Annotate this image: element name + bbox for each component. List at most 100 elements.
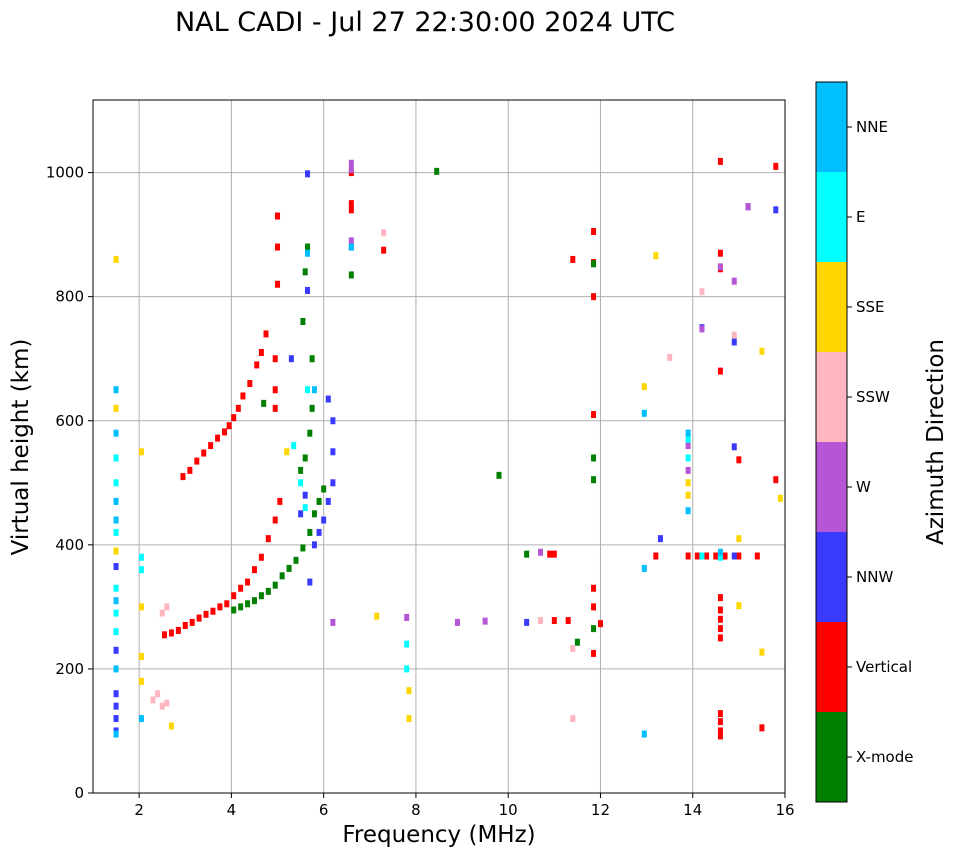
data-point xyxy=(113,255,119,263)
data-point xyxy=(138,677,144,685)
colorbar-tick-label: E xyxy=(856,208,865,226)
data-point xyxy=(685,454,691,462)
y-tick-label: 200 xyxy=(55,660,84,678)
data-point xyxy=(138,566,144,574)
data-point xyxy=(591,476,597,484)
data-point xyxy=(113,690,119,698)
data-point xyxy=(348,243,354,251)
colorbar-tick-label: W xyxy=(856,478,871,496)
data-point xyxy=(325,497,331,505)
data-point xyxy=(591,603,597,611)
data-point xyxy=(745,203,751,211)
data-point xyxy=(717,367,723,375)
data-point xyxy=(717,718,723,726)
data-point xyxy=(113,528,119,536)
data-point xyxy=(311,541,317,549)
data-point xyxy=(261,399,267,407)
data-point xyxy=(717,553,723,561)
colorbar-segment xyxy=(816,82,847,172)
x-tick-label: 6 xyxy=(319,801,329,819)
data-point xyxy=(194,457,200,465)
data-point xyxy=(713,552,719,560)
data-point xyxy=(159,702,165,710)
data-point xyxy=(759,347,765,355)
data-point xyxy=(182,621,188,629)
data-point xyxy=(330,448,336,456)
data-point xyxy=(551,550,557,558)
data-point xyxy=(454,618,460,626)
data-point xyxy=(694,552,700,560)
data-point xyxy=(155,690,161,698)
data-point xyxy=(231,592,237,600)
data-point xyxy=(773,162,779,170)
data-point xyxy=(162,631,168,639)
data-point xyxy=(258,349,264,357)
data-point xyxy=(302,491,308,499)
data-point xyxy=(305,386,311,394)
data-point xyxy=(203,610,209,618)
data-point xyxy=(717,606,723,614)
data-point xyxy=(597,620,603,628)
data-point xyxy=(591,454,597,462)
data-point xyxy=(138,603,144,611)
data-point xyxy=(574,638,580,646)
data-point xyxy=(717,625,723,633)
data-point xyxy=(305,249,311,257)
data-point xyxy=(657,535,663,543)
data-point xyxy=(330,479,336,487)
data-point xyxy=(113,646,119,654)
data-point xyxy=(570,255,576,263)
colorbar-tick-label: X-mode xyxy=(856,748,913,766)
data-point xyxy=(311,386,317,394)
data-point xyxy=(113,702,119,710)
data-point xyxy=(685,491,691,499)
data-point xyxy=(113,665,119,673)
data-point xyxy=(316,497,322,505)
data-point xyxy=(298,510,304,518)
data-point xyxy=(113,597,119,605)
data-point xyxy=(235,404,241,412)
data-point xyxy=(164,603,170,611)
data-point xyxy=(731,331,737,339)
data-point xyxy=(685,552,691,560)
data-point xyxy=(591,411,597,419)
data-point xyxy=(208,442,214,450)
data-point xyxy=(305,243,311,251)
data-point xyxy=(231,414,237,422)
data-point xyxy=(641,730,647,738)
data-point xyxy=(699,552,705,560)
data-point xyxy=(168,629,174,637)
x-tick-label: 10 xyxy=(499,801,518,819)
data-point xyxy=(286,564,292,572)
data-point xyxy=(164,699,170,707)
data-point xyxy=(717,594,723,602)
colorbar-segment xyxy=(816,532,847,622)
data-point xyxy=(404,613,410,621)
data-point xyxy=(759,648,765,656)
data-point xyxy=(307,429,313,437)
data-point xyxy=(754,552,760,560)
chart-title: NAL CADI - Jul 27 22:30:00 2024 UTC xyxy=(175,7,675,38)
colorbar-tick-label: NNW xyxy=(856,568,893,586)
data-point xyxy=(591,293,597,301)
data-point xyxy=(279,572,285,580)
colorbar-tick-label: SSW xyxy=(856,388,890,406)
data-point xyxy=(374,612,380,620)
data-point xyxy=(272,355,278,363)
data-point xyxy=(302,504,308,512)
data-point xyxy=(113,516,119,524)
data-point xyxy=(381,229,387,237)
data-point xyxy=(298,479,304,487)
x-tick-label: 2 xyxy=(134,801,144,819)
colorbar-segment xyxy=(816,172,847,262)
colorbar-segment xyxy=(816,442,847,532)
data-point xyxy=(348,237,354,245)
colorbar-frame xyxy=(815,81,848,803)
data-point xyxy=(591,584,597,592)
data-point xyxy=(348,200,354,208)
x-tick-label: 16 xyxy=(775,801,794,819)
data-point xyxy=(168,722,174,730)
data-point xyxy=(305,170,311,178)
data-point xyxy=(591,228,597,236)
data-point xyxy=(113,715,119,723)
